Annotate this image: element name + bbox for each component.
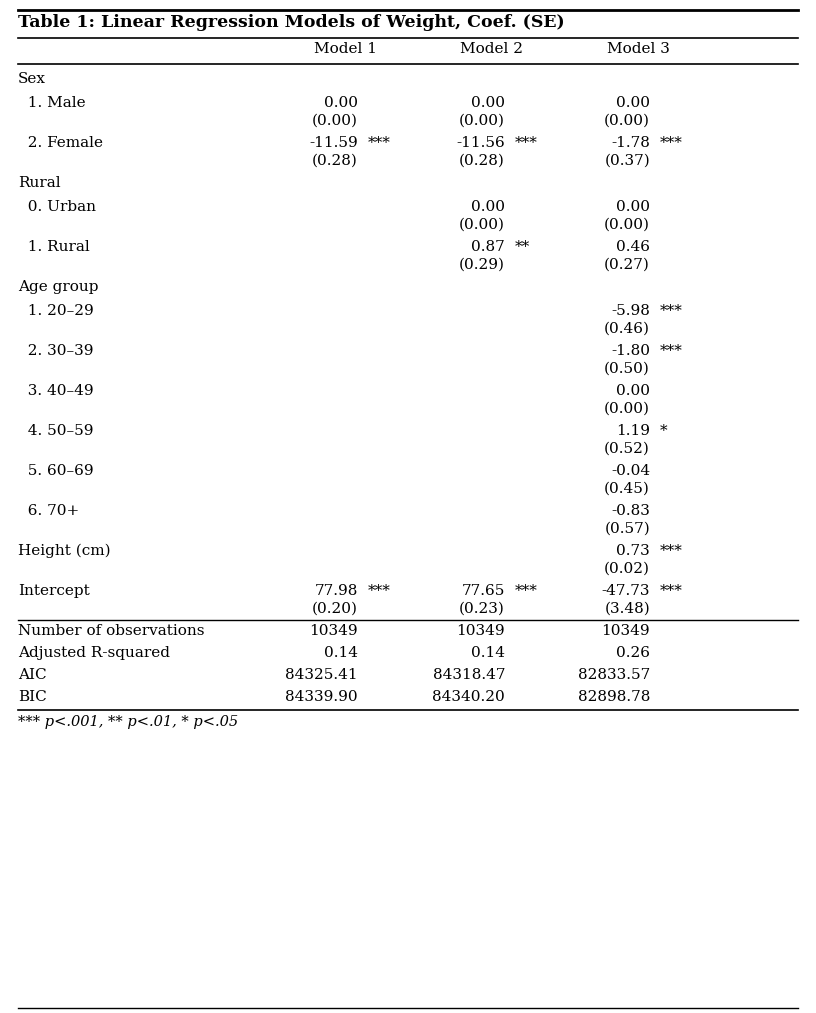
Text: (0.45): (0.45): [604, 481, 650, 495]
Text: 2. Female: 2. Female: [18, 136, 103, 150]
Text: (0.00): (0.00): [604, 218, 650, 232]
Text: 1. 20–29: 1. 20–29: [18, 304, 94, 318]
Text: (0.00): (0.00): [604, 113, 650, 128]
Text: (0.20): (0.20): [312, 602, 358, 616]
Text: *: *: [660, 424, 667, 438]
Text: Adjusted R-squared: Adjusted R-squared: [18, 646, 170, 660]
Text: 5. 60–69: 5. 60–69: [18, 464, 94, 478]
Text: 0.14: 0.14: [471, 646, 505, 660]
Text: (0.52): (0.52): [604, 442, 650, 456]
Text: 84339.90: 84339.90: [286, 690, 358, 704]
Text: ***: ***: [660, 544, 683, 558]
Text: 84325.41: 84325.41: [286, 668, 358, 682]
Text: **: **: [515, 240, 530, 254]
Text: -47.73: -47.73: [601, 585, 650, 598]
Text: -1.80: -1.80: [611, 344, 650, 358]
Text: ***: ***: [660, 344, 683, 358]
Text: 10349: 10349: [601, 624, 650, 638]
Text: 1.19: 1.19: [616, 424, 650, 438]
Text: Age group: Age group: [18, 280, 99, 294]
Text: Rural: Rural: [18, 176, 60, 190]
Text: 0.73: 0.73: [616, 544, 650, 558]
Text: 1. Male: 1. Male: [18, 96, 86, 110]
Text: -11.59: -11.59: [309, 136, 358, 150]
Text: 0.26: 0.26: [616, 646, 650, 660]
Text: (0.28): (0.28): [459, 154, 505, 167]
Text: 77.65: 77.65: [462, 585, 505, 598]
Text: (3.48): (3.48): [605, 602, 650, 616]
Text: -0.83: -0.83: [611, 504, 650, 518]
Text: 0.87: 0.87: [472, 240, 505, 254]
Text: Table 1: Linear Regression Models of Weight, Coef. (SE): Table 1: Linear Regression Models of Wei…: [18, 14, 565, 31]
Text: 0.00: 0.00: [324, 96, 358, 110]
Text: (0.57): (0.57): [605, 522, 650, 536]
Text: (0.29): (0.29): [459, 257, 505, 271]
Text: ***: ***: [660, 585, 683, 598]
Text: 0.00: 0.00: [616, 384, 650, 398]
Text: Model 1: Model 1: [313, 42, 376, 56]
Text: (0.23): (0.23): [459, 602, 505, 616]
Text: 84318.47: 84318.47: [432, 668, 505, 682]
Text: ***: ***: [515, 585, 538, 598]
Text: -0.04: -0.04: [611, 464, 650, 478]
Text: 0.00: 0.00: [471, 200, 505, 214]
Text: 0.00: 0.00: [616, 96, 650, 110]
Text: 0.00: 0.00: [471, 96, 505, 110]
Text: 2. 30–39: 2. 30–39: [18, 344, 94, 358]
Text: Model 3: Model 3: [606, 42, 669, 56]
Text: Intercept: Intercept: [18, 585, 90, 598]
Text: AIC: AIC: [18, 668, 47, 682]
Text: (0.37): (0.37): [605, 154, 650, 167]
Text: 6. 70+: 6. 70+: [18, 504, 79, 518]
Text: ***: ***: [368, 585, 391, 598]
Text: 10349: 10349: [456, 624, 505, 638]
Text: (0.02): (0.02): [604, 561, 650, 575]
Text: 10349: 10349: [309, 624, 358, 638]
Text: 1. Rural: 1. Rural: [18, 240, 90, 254]
Text: BIC: BIC: [18, 690, 47, 704]
Text: 0.14: 0.14: [324, 646, 358, 660]
Text: (0.28): (0.28): [313, 154, 358, 167]
Text: ***: ***: [368, 136, 391, 150]
Text: Number of observations: Number of observations: [18, 624, 205, 638]
Text: (0.00): (0.00): [604, 401, 650, 415]
Text: (0.00): (0.00): [459, 113, 505, 128]
Text: 3. 40–49: 3. 40–49: [18, 384, 94, 398]
Text: 0.46: 0.46: [616, 240, 650, 254]
Text: 82898.78: 82898.78: [578, 690, 650, 704]
Text: *** p<.001, ** p<.01, * p<.05: *** p<.001, ** p<.01, * p<.05: [18, 715, 238, 729]
Text: (0.00): (0.00): [459, 218, 505, 232]
Text: 84340.20: 84340.20: [432, 690, 505, 704]
Text: (0.00): (0.00): [312, 113, 358, 128]
Text: 77.98: 77.98: [315, 585, 358, 598]
Text: -1.78: -1.78: [611, 136, 650, 150]
Text: Height (cm): Height (cm): [18, 544, 111, 558]
Text: ***: ***: [660, 136, 683, 150]
Text: Model 2: Model 2: [460, 42, 524, 56]
Text: -11.56: -11.56: [456, 136, 505, 150]
Text: ***: ***: [660, 304, 683, 318]
Text: 0. Urban: 0. Urban: [18, 200, 96, 214]
Text: (0.46): (0.46): [604, 321, 650, 335]
Text: (0.50): (0.50): [604, 362, 650, 376]
Text: (0.27): (0.27): [604, 257, 650, 271]
Text: Sex: Sex: [18, 72, 46, 86]
Text: 0.00: 0.00: [616, 200, 650, 214]
Text: 82833.57: 82833.57: [578, 668, 650, 682]
Text: 4. 50–59: 4. 50–59: [18, 424, 94, 438]
Text: -5.98: -5.98: [611, 304, 650, 318]
Text: ***: ***: [515, 136, 538, 150]
